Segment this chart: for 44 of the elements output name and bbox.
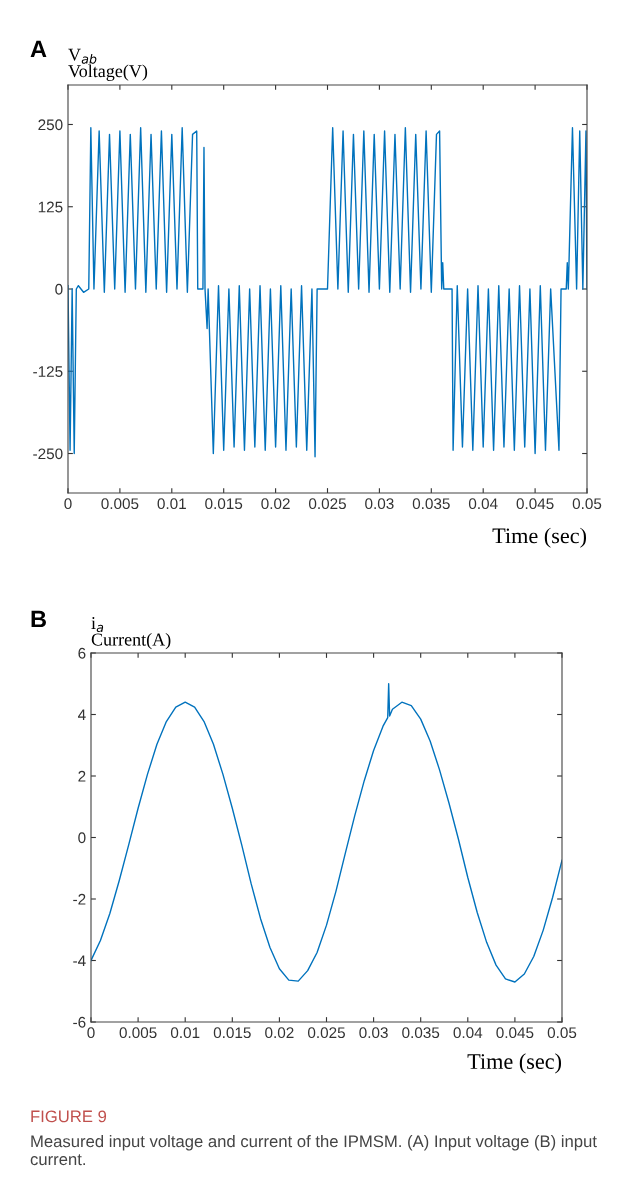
x-tick-label: 0.035 [402, 1027, 440, 1039]
x-tick-label: 0.02 [265, 1027, 294, 1039]
x-axis-title: Time (sec) [467, 1053, 562, 1074]
x-tick-label: 0.035 [412, 498, 450, 510]
caption: FIGURE 9 [31, 1110, 107, 1123]
y-axis-title: i$_{a}$ Current(A) [91, 616, 171, 650]
x-tick-label: 0.025 [307, 1027, 345, 1039]
x-tick-label: 0.05 [547, 1027, 577, 1039]
x-tick-label: 0.045 [496, 1027, 534, 1039]
x-tick-label: 0.01 [170, 1027, 200, 1039]
y-tick-label: 0 [55, 283, 63, 295]
x-tick-label: 0 [64, 498, 72, 510]
x-tick-label: 0.005 [101, 498, 139, 510]
x-tick-label: 0.03 [365, 498, 394, 510]
x-axis-title: Time (sec) [492, 527, 587, 548]
y-tick-label: 0 [78, 832, 86, 844]
text: Measured input voltage and current of the IPMSM. (A) Input voltage (B) input current. [30, 1135, 597, 1166]
line-series [91, 683, 562, 983]
y-tick-label: -2 [73, 893, 86, 905]
y-tick-label: 6 [78, 647, 86, 659]
y-tick-label: -250 [33, 448, 63, 460]
y-axis-title: V$_{ab}$ Voltage(V) [68, 48, 148, 81]
y-tick-label: 4 [77, 709, 86, 721]
y-tick-label: -125 [33, 366, 63, 377]
x-tick-label: 0.05 [572, 498, 602, 510]
y-tick-label: -6 [73, 1016, 86, 1028]
chart-title: A [30, 40, 47, 58]
y-tick-label: 250 [38, 119, 63, 131]
x-tick-label: 0.03 [359, 1027, 388, 1039]
line-series [68, 127, 587, 458]
x-tick-label: 0.015 [213, 1027, 251, 1039]
x-tick-label: 0.02 [261, 498, 290, 510]
x-tick-label: 0.04 [468, 498, 498, 510]
x-tick-label: 0.045 [516, 498, 554, 510]
x-tick-label: 0.015 [205, 498, 243, 510]
chart-title: B [31, 610, 46, 628]
x-tick-label: 0.005 [119, 1027, 157, 1039]
x-tick-label: 0.04 [453, 1027, 483, 1039]
y-tick-label: -4 [73, 955, 86, 967]
x-tick-label: 0.025 [308, 498, 346, 510]
y-tick-label: 125 [38, 201, 63, 213]
x-tick-label: 0.01 [157, 498, 186, 510]
y-tick-label: 2 [78, 770, 86, 782]
x-tick-label: 0 [87, 1027, 95, 1039]
